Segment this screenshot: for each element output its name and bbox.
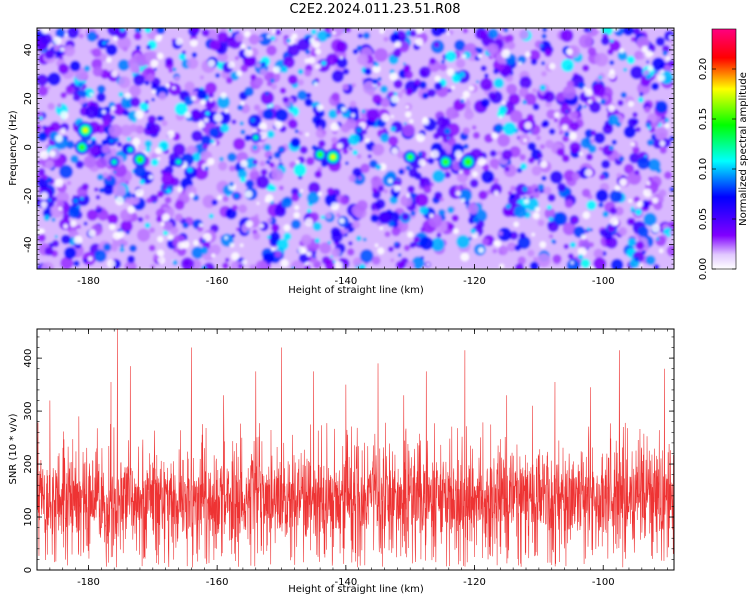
heatmap-hotspot [83, 128, 88, 133]
heatmap-hotspot [442, 159, 449, 165]
heatmap-ytick-label: -40 [23, 236, 34, 252]
heatmap-hotspot [79, 144, 85, 150]
heatmap-xlabel: Height of straight line (km) [288, 285, 424, 296]
chart-title: C2E2.2024.011.23.51.R08 [289, 2, 461, 17]
heatmap-hotspot [233, 193, 240, 199]
heatmap-hotspot [112, 159, 117, 165]
snr-xtick-label: -180 [77, 577, 100, 588]
colorbar-tick-label: 0.20 [698, 58, 709, 80]
snr-xtick-label: -100 [592, 577, 615, 588]
heatmap-panel: -180 -160 -140 -120 -100 -40 -20 0 20 40 Height o… [8, 27, 675, 296]
heatmap-ylabel: Frequency (Hz) [8, 110, 19, 186]
snr-xlabel: Height of straight line (km) [288, 584, 424, 595]
heatmap-hotspot [128, 147, 133, 152]
heatmap-hotspot [464, 158, 472, 166]
heatmap-hotspot [317, 152, 323, 157]
heatmap-frame [36, 27, 675, 270]
colorbar-label: Normalized spectral amplitude [738, 72, 749, 226]
heatmap-ytick-label: 0 [23, 144, 34, 150]
colorbar-scale [711, 28, 737, 270]
heatmap-hotspot [137, 156, 143, 163]
snr-series-line [37, 329, 674, 568]
heatmap-hotspot [330, 154, 336, 160]
snr-ytick-label: 200 [23, 455, 34, 474]
heatmap-xtick-label: -100 [592, 276, 615, 287]
heatmap-ytick-label: 20 [23, 92, 34, 105]
snr-xtick-label: -140 [334, 577, 357, 588]
colorbar-tick-label: 0.15 [698, 108, 709, 130]
colorbar-tick-label: 0.10 [698, 158, 709, 180]
heatmap-hotspot [356, 127, 362, 133]
snr-xtick-label: -160 [206, 577, 229, 588]
snr-xtick-label: -120 [463, 577, 486, 588]
colorbar-tick-label: 0.00 [698, 258, 709, 280]
heatmap-hotspot [279, 147, 284, 152]
colorbar: 0.00 0.05 0.10 0.15 0.20 Normalized spectral… [698, 28, 749, 280]
heatmap-xtick-label: -160 [206, 276, 229, 287]
heatmap-ytick-label: -20 [23, 188, 34, 204]
heatmap-hotspot [176, 159, 181, 165]
heatmap-xtick-label: -180 [77, 276, 100, 287]
heatmap-xtick-label: -120 [463, 276, 486, 287]
snr-ytick-label: 0 [23, 567, 34, 573]
heatmap-hotspot [253, 135, 258, 140]
snr-panel: -180 -160 -140 -120 -100 0 100 200 300 400 Height… [8, 328, 675, 595]
heatmap-ytick-label: 40 [23, 44, 34, 57]
snr-ytick-label: 100 [23, 507, 34, 526]
heatmap-hotspot [72, 198, 79, 204]
snr-frame [36, 328, 675, 571]
heatmap-xtick-label: -140 [334, 276, 357, 287]
snr-ytick-label: 400 [23, 349, 34, 368]
heatmap-hotspot [408, 154, 413, 160]
colorbar-tick-label: 0.05 [698, 208, 709, 230]
snr-ylabel: SNR (10 * v/v) [8, 413, 19, 484]
snr-ytick-label: 300 [23, 402, 34, 421]
